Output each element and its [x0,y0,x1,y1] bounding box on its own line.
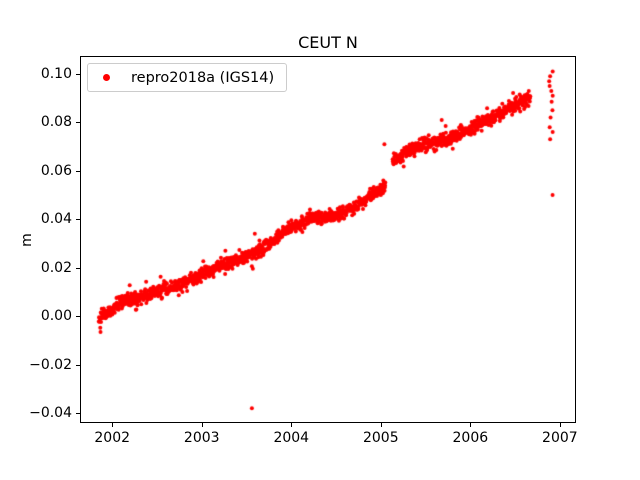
chart-title: CEUT N [298,33,358,52]
x-tick-label: 2002 [94,430,131,446]
y-tick-mark [76,267,80,269]
scatter-plot-canvas [80,56,576,423]
x-tick-label: 2005 [362,430,399,446]
y-tick-mark [76,170,80,172]
x-tick-mark [559,423,561,427]
x-tick-mark [470,423,472,427]
x-tick-mark [380,423,382,427]
x-tick-mark [112,423,114,427]
y-tick-mark [76,73,80,75]
y-tick-mark [76,122,80,124]
x-tick-label: 2003 [183,430,220,446]
y-tick-label: 0.10 [40,65,72,82]
x-tick-label: 2004 [273,430,310,446]
y-tick-label: 0.00 [40,308,72,325]
y-tick-label: 0.08 [40,114,72,131]
y-tick-label: 0.04 [40,211,72,228]
legend: repro2018a (IGS14) [87,63,288,92]
y-tick-mark [76,219,80,221]
x-tick-label: 2007 [542,430,578,446]
legend-point-marker-icon [103,74,110,81]
y-tick-label: 0.02 [40,259,72,276]
y-tick-label: −0.04 [29,405,72,422]
x-tick-label: 2006 [452,430,489,446]
y-tick-mark [76,316,80,318]
legend-label: repro2018a (IGS14) [131,69,275,86]
y-tick-label: −0.02 [29,356,72,373]
x-tick-mark [291,423,293,427]
y-tick-mark [76,413,80,415]
y-axis-label: m [18,233,35,247]
y-tick-mark [76,364,80,366]
x-tick-mark [201,423,203,427]
y-tick-label: 0.06 [40,162,72,179]
